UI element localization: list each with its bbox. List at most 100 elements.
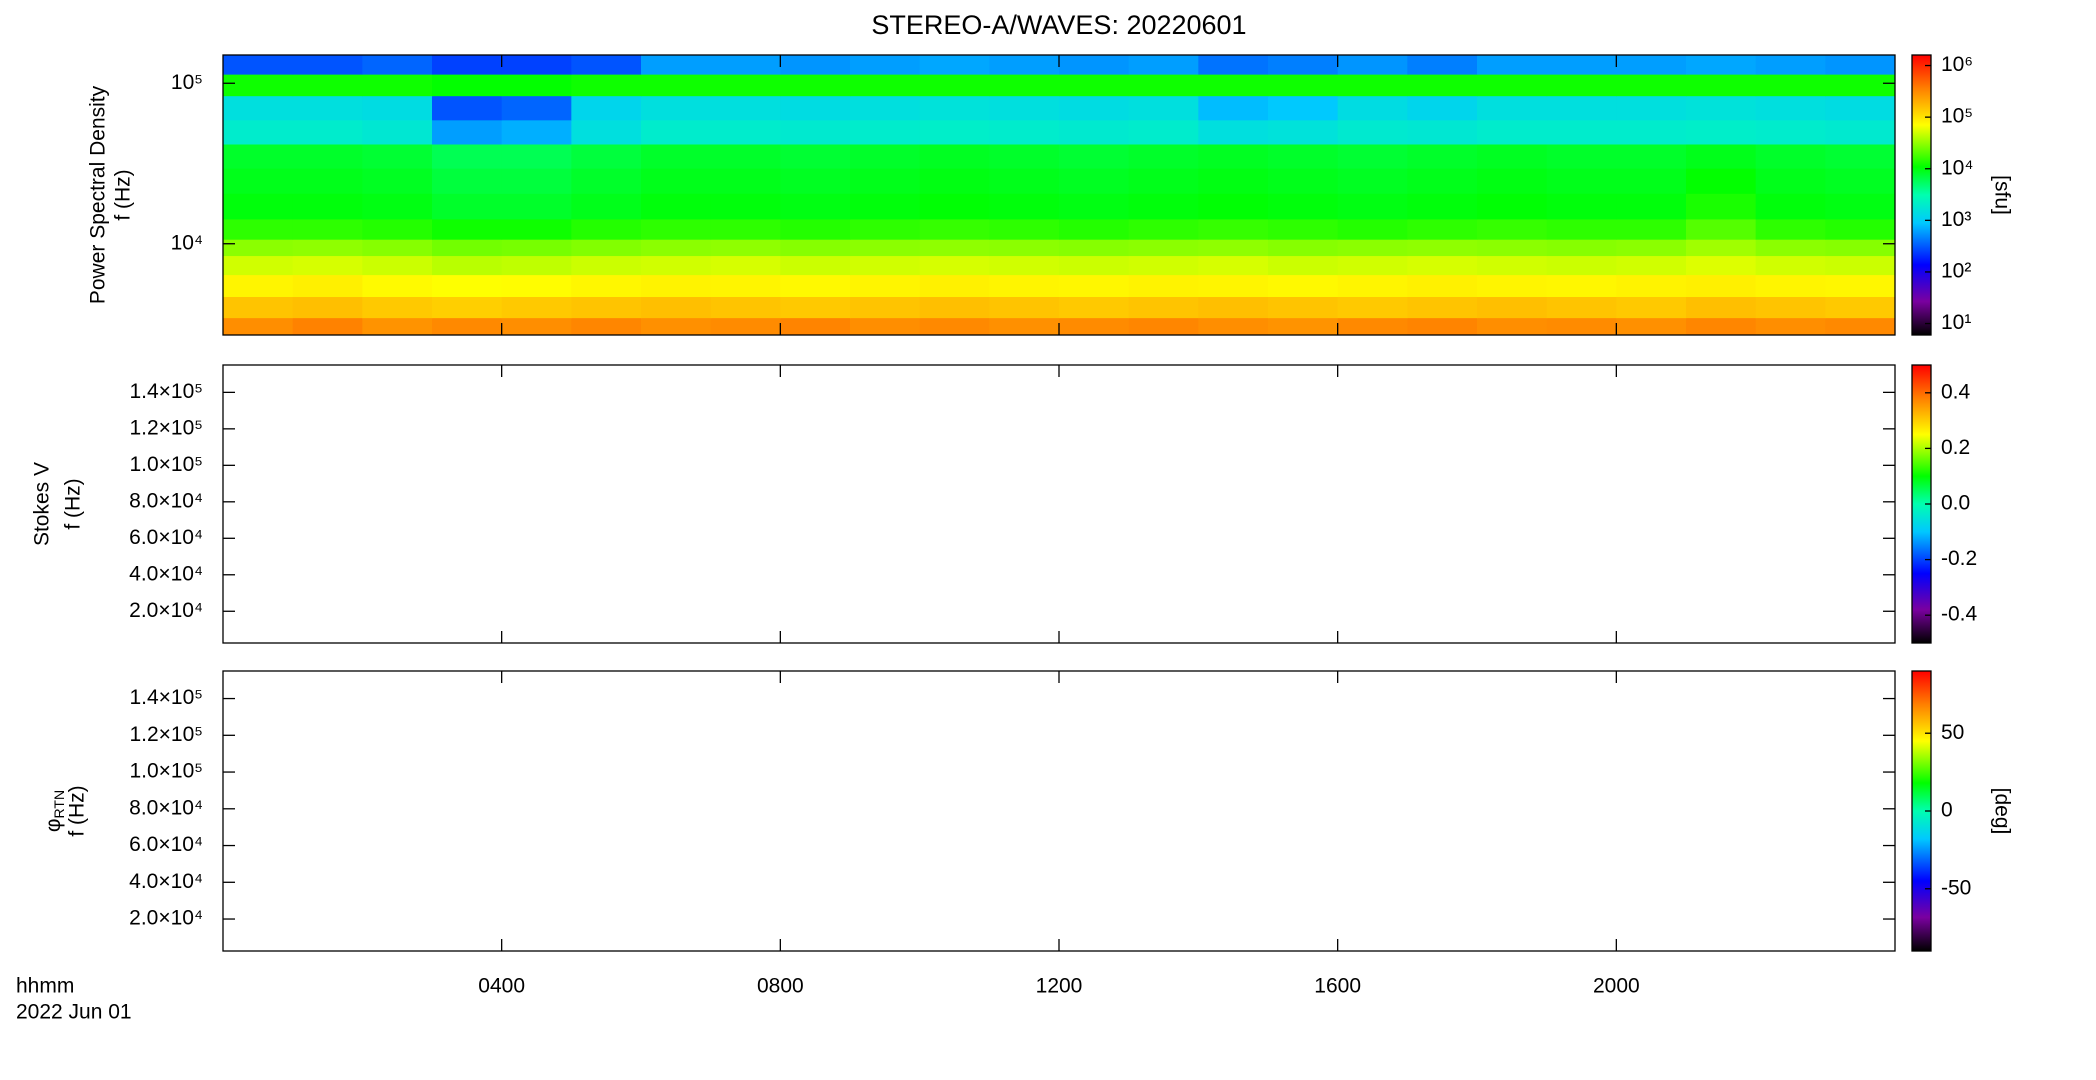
y-axis-label: φRTN <box>42 790 67 832</box>
heatmap-cell <box>362 143 433 169</box>
x-tick-label: 0400 <box>478 975 525 998</box>
heatmap-cell <box>780 95 851 121</box>
heatmap-cell <box>1059 168 1130 194</box>
heatmap-cell <box>919 255 990 276</box>
heatmap-cell <box>850 193 921 220</box>
heatmap-cell <box>1128 143 1199 169</box>
heatmap-cell <box>571 55 642 75</box>
heatmap-cell <box>501 218 572 240</box>
heatmap-cell <box>1477 119 1548 145</box>
heatmap-cell <box>1198 168 1269 194</box>
heatmap-cell <box>1825 193 1896 220</box>
heatmap-cell <box>1546 296 1617 319</box>
heatmap-cell <box>641 143 712 169</box>
colorbar-tick-label: 0.2 <box>1941 436 1970 459</box>
heatmap-cell <box>641 74 712 97</box>
heatmap-cell <box>1477 193 1548 220</box>
heatmap-cell <box>1337 239 1408 257</box>
heatmap-cell <box>780 239 851 257</box>
heatmap-cell <box>1477 218 1548 240</box>
heatmap-cell <box>362 95 433 121</box>
heatmap-cell <box>1546 119 1617 145</box>
label-symbol: φ <box>42 818 65 832</box>
heatmap-cell <box>223 55 294 75</box>
heatmap-cell <box>1268 168 1339 194</box>
heatmap-cell <box>571 317 642 336</box>
heatmap-cell <box>710 239 781 257</box>
colorbar-tick-label: 10² <box>1941 259 1971 282</box>
heatmap-cell <box>1825 168 1896 194</box>
heatmap-cell <box>989 95 1060 121</box>
colorbar-tick-label: -50 <box>1941 876 1971 899</box>
heatmap-cell <box>1616 317 1687 336</box>
heatmap-cell <box>292 168 363 194</box>
heatmap-cell <box>710 255 781 276</box>
heatmap-cell <box>1268 143 1339 169</box>
heatmap-cell <box>571 119 642 145</box>
heatmap-cell <box>1546 74 1617 97</box>
heatmap-cell <box>1755 296 1826 319</box>
date-label: 2022 Jun 01 <box>16 1001 132 1024</box>
y-axis-label: f (Hz) <box>62 478 85 529</box>
heatmap-cell <box>1755 55 1826 75</box>
heatmap-cell <box>710 143 781 169</box>
heatmap-cell <box>1198 239 1269 257</box>
heatmap-cell <box>362 239 433 257</box>
heatmap-cell <box>362 74 433 97</box>
heatmap-cell <box>432 143 503 169</box>
heatmap-cell <box>292 274 363 298</box>
heatmap-cell <box>1128 168 1199 194</box>
heatmap-cell <box>1059 218 1130 240</box>
heatmap-cell <box>1128 218 1199 240</box>
heatmap-cell <box>641 296 712 319</box>
heatmap-cell <box>1337 74 1408 97</box>
y-axis-label: f (Hz) <box>66 785 89 836</box>
heatmap-cell <box>1198 193 1269 220</box>
heatmap-cell <box>1546 218 1617 240</box>
heatmap-cell <box>1337 143 1408 169</box>
x-axis-label: hhmm <box>16 975 74 998</box>
heatmap-cell <box>1198 218 1269 240</box>
chart-title: STEREO-A/WAVES: 20220601 <box>871 10 1246 40</box>
heatmap-cell <box>989 296 1060 319</box>
heatmap-cell <box>1825 255 1896 276</box>
heatmap-cell <box>710 55 781 75</box>
colorbar-tick-label: 0.0 <box>1941 492 1970 515</box>
y-axis-label: Power Spectral Density <box>87 85 110 304</box>
heatmap-cell <box>1755 274 1826 298</box>
heatmap-cell <box>1059 193 1130 220</box>
heatmap-cell <box>1477 239 1548 257</box>
heatmap-cell <box>850 74 921 97</box>
heatmap-cell <box>710 168 781 194</box>
plot-frame <box>222 364 1896 644</box>
x-tick-label: 1600 <box>1314 975 1361 998</box>
heatmap-cell <box>1686 55 1757 75</box>
heatmap-cell <box>780 218 851 240</box>
heatmap-cell <box>1059 274 1130 298</box>
heatmap-cell <box>362 274 433 298</box>
heatmap-cell <box>989 55 1060 75</box>
heatmap-cell <box>1128 55 1199 75</box>
heatmap-cell <box>710 317 781 336</box>
heatmap-cell <box>850 95 921 121</box>
colorbar-tick-label: 10¹ <box>1941 311 1971 334</box>
heatmap-cell <box>1755 119 1826 145</box>
heatmap-cell <box>1686 119 1757 145</box>
heatmap-cell <box>1825 239 1896 257</box>
heatmap-cell <box>989 239 1060 257</box>
heatmap-cell <box>1686 317 1757 336</box>
heatmap-cell <box>223 218 294 240</box>
heatmap-cell <box>1755 218 1826 240</box>
heatmap-cell <box>571 255 642 276</box>
heatmap-cell <box>292 143 363 169</box>
heatmap-cell <box>501 119 572 145</box>
heatmap-cell <box>1337 119 1408 145</box>
heatmap-cell <box>432 274 503 298</box>
heatmap-cell <box>432 95 503 121</box>
heatmap-cell <box>1128 317 1199 336</box>
heatmap-cell <box>571 296 642 319</box>
heatmap-cell <box>432 317 503 336</box>
heatmap-cell <box>1686 95 1757 121</box>
heatmap-cell <box>850 143 921 169</box>
